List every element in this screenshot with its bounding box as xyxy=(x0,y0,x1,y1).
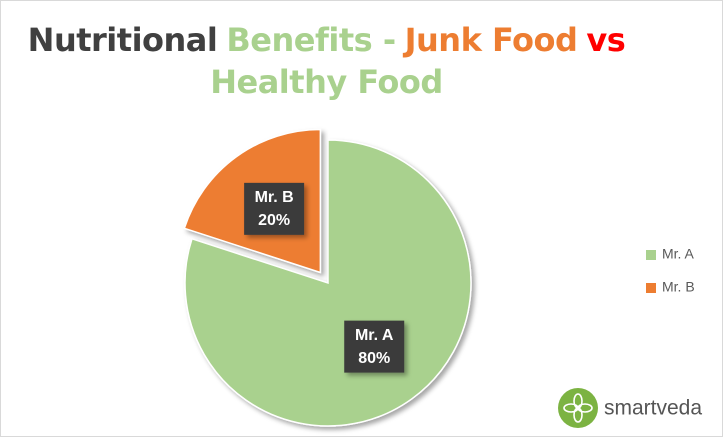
title-segment: vs xyxy=(586,21,626,59)
data-label: 20% xyxy=(258,212,290,229)
chart-title: Nutritional Benefits - Junk Food vs Healthy … xyxy=(1,19,661,103)
watermark: smartveda xyxy=(604,397,702,420)
title-segment: Healthy Food xyxy=(210,63,443,101)
logo: smartveda xyxy=(558,388,702,428)
title-segment: Nutritional xyxy=(27,21,218,59)
title-segment: Junk Food xyxy=(404,21,578,59)
title-segment: Benefits - xyxy=(226,21,396,59)
data-label-category: Mr. A xyxy=(355,327,394,344)
legend-swatch xyxy=(646,250,656,260)
data-label: 80% xyxy=(358,350,390,367)
legend-label: Mr. A xyxy=(662,246,695,262)
data-label-box xyxy=(244,182,305,235)
data-label-box xyxy=(344,320,405,373)
legend-label: Mr. B xyxy=(662,279,695,295)
legend-swatch xyxy=(646,283,656,293)
data-label-category: Mr. B xyxy=(255,189,294,206)
